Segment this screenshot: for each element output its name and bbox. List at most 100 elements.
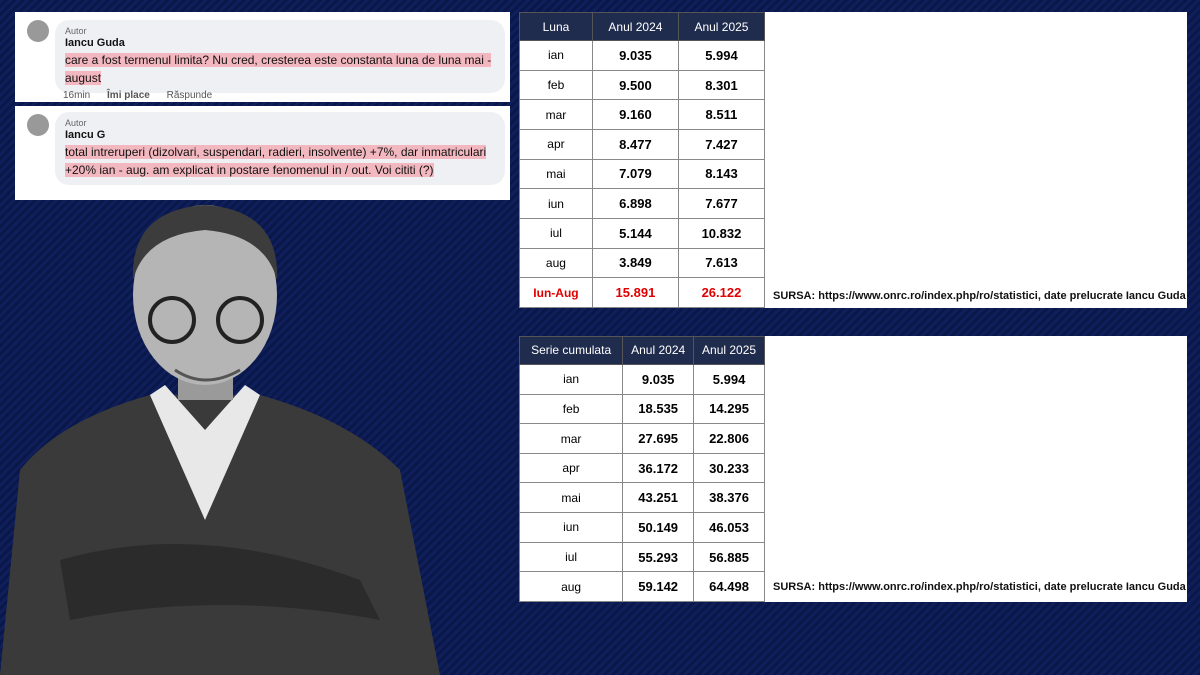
table-cell: 3.849 [591, 247, 679, 279]
table-cell: 55.293 [622, 541, 695, 573]
table-row: ian 9.035 5.994 [519, 40, 766, 71]
time: 16min [63, 90, 91, 101]
table-cell: 27.695 [622, 423, 695, 454]
table-cell: ian [519, 40, 593, 71]
header-cell: Anul 2024 [622, 336, 695, 365]
table-row: apr 8.477 7.427 [519, 128, 766, 160]
comment-text: total intreruperi (dizolvari, suspendari… [65, 145, 487, 177]
author-badge: Autor [65, 118, 87, 128]
header-row: Serie cumulata Anul 2024 Anul 2025 [518, 336, 765, 365]
table-cell: mar [519, 99, 593, 130]
header-cell: Luna [519, 11, 593, 42]
author-badge: Autor [65, 26, 87, 36]
table-cell: 9.035 [591, 40, 679, 71]
table-cell: 18.535 [622, 393, 695, 425]
table-cell: ian [518, 363, 624, 395]
table-cell: 64.498 [693, 571, 765, 602]
table-cell: 36.172 [622, 452, 695, 484]
table-cell: 56.885 [693, 541, 765, 573]
header-cell: Serie cumulata [518, 336, 624, 365]
table-cell: 8.511 [677, 99, 766, 130]
comment-text: care a fost termenul limita? Nu cred, cr… [65, 53, 492, 85]
smile [174, 368, 241, 382]
avatar [27, 20, 49, 42]
table-cell: 5.994 [677, 40, 766, 71]
source: SURSA: https://www.onrc.ro/index.php/ro/… [773, 581, 1186, 593]
reply-button[interactable]: Răspunde [166, 90, 213, 101]
table-row: mai 7.079 8.143 [519, 158, 766, 190]
table-cell: 7.427 [677, 128, 766, 160]
table-cell: 7.613 [677, 247, 766, 279]
header-cell: Anul 2025 [677, 11, 766, 42]
table-cell: 46.053 [693, 512, 765, 543]
table-cell: iul [519, 217, 593, 249]
table-cell: mai [518, 482, 624, 514]
source: SURSA: https://www.onrc.ro/index.php/ro/… [773, 290, 1186, 302]
like-button[interactable]: Îmi place [107, 90, 150, 101]
table-cell: 5.144 [591, 217, 679, 249]
table-row: apr 36.172 30.233 [518, 452, 765, 484]
table-cell: mar [518, 423, 624, 454]
comment: Autor Iancu Guda care a fost termenul li… [15, 12, 510, 102]
table-row: ian 9.035 5.994 [518, 363, 765, 395]
table-row: iul 55.293 56.885 [518, 541, 765, 573]
table-cell: 22.806 [693, 423, 765, 454]
table-cell: mai [519, 158, 593, 190]
author[interactable]: Iancu G [65, 129, 106, 141]
avatar [27, 114, 49, 136]
table-row: iun 6.898 7.677 [519, 188, 766, 219]
table-row: mar 9.160 8.511 [519, 99, 766, 130]
hair [132, 205, 278, 280]
table-cell: apr [519, 128, 593, 160]
total-row: Iun-Aug 15.891 26.122 [519, 277, 766, 308]
glasses [216, 296, 264, 344]
table-cell: 50.149 [622, 512, 695, 543]
table-cell: 9.035 [622, 363, 695, 395]
table-cell: 43.251 [622, 482, 695, 514]
data-panel: Luna Anul 2024 Anul 2025 ian 9.035 5.994 feb 9.… [519, 11, 1187, 308]
data-panel: Serie cumulata Anul 2024 Anul 2025 ian 9.035… [518, 336, 1187, 602]
chart: 1 - SRL-uri inmatriculate (serie lunara)… [768, 12, 1187, 284]
glasses [148, 296, 196, 344]
total-cell: 26.122 [677, 277, 766, 308]
table-cell: iun [519, 188, 593, 219]
table-cell: 9.500 [591, 69, 679, 101]
total-cell: 15.891 [591, 277, 679, 308]
table-cell: 14.295 [693, 393, 765, 425]
table-cell: aug [518, 571, 624, 602]
table-row: aug 59.142 64.498 [518, 571, 765, 602]
table-cell: feb [519, 69, 593, 101]
table-cell: 38.376 [693, 482, 765, 514]
table-row: mai 43.251 38.376 [518, 482, 765, 514]
table-cell: feb [518, 393, 624, 425]
table-row: iun 50.149 46.053 [518, 512, 765, 543]
shirt [150, 385, 260, 520]
table-cell: iun [518, 512, 624, 543]
table-row: feb 9.500 8.301 [519, 69, 766, 101]
table-cell: 8.477 [591, 128, 679, 160]
comment-bubble: Autor Iancu Guda care a fost termenul li… [55, 20, 505, 93]
data-table: Luna Anul 2024 Anul 2025 ian 9.035 5.994 feb 9.… [519, 11, 766, 308]
table-cell: 9.160 [591, 99, 679, 130]
author[interactable]: Iancu Guda [65, 37, 125, 49]
comment-meta: 16min Îmi place Răspunde [63, 90, 226, 101]
table-row: iul 5.144 10.832 [519, 217, 766, 249]
table-cell: 8.143 [677, 158, 766, 190]
header-cell: Anul 2025 [693, 336, 765, 365]
table-cell: 7.677 [677, 188, 766, 219]
header-cell: Anul 2024 [591, 11, 679, 42]
table-cell: 30.233 [693, 452, 765, 484]
table-cell: aug [519, 247, 593, 279]
table-cell: 5.994 [693, 363, 765, 395]
table-row: aug 3.849 7.613 [519, 247, 766, 279]
table-cell: 10.832 [677, 217, 766, 249]
data-table: Serie cumulata Anul 2024 Anul 2025 ian 9.035… [518, 336, 765, 602]
table-cell: 8.301 [677, 69, 766, 101]
table-cell: apr [518, 452, 624, 484]
table-cell: 6.898 [591, 188, 679, 219]
comment: Autor Iancu G total intreruperi (dizolva… [15, 106, 510, 200]
chart: 2 - SRL-uri inmatriculate (serie cumulat… [768, 336, 1187, 576]
total-cell: Iun-Aug [519, 277, 593, 308]
